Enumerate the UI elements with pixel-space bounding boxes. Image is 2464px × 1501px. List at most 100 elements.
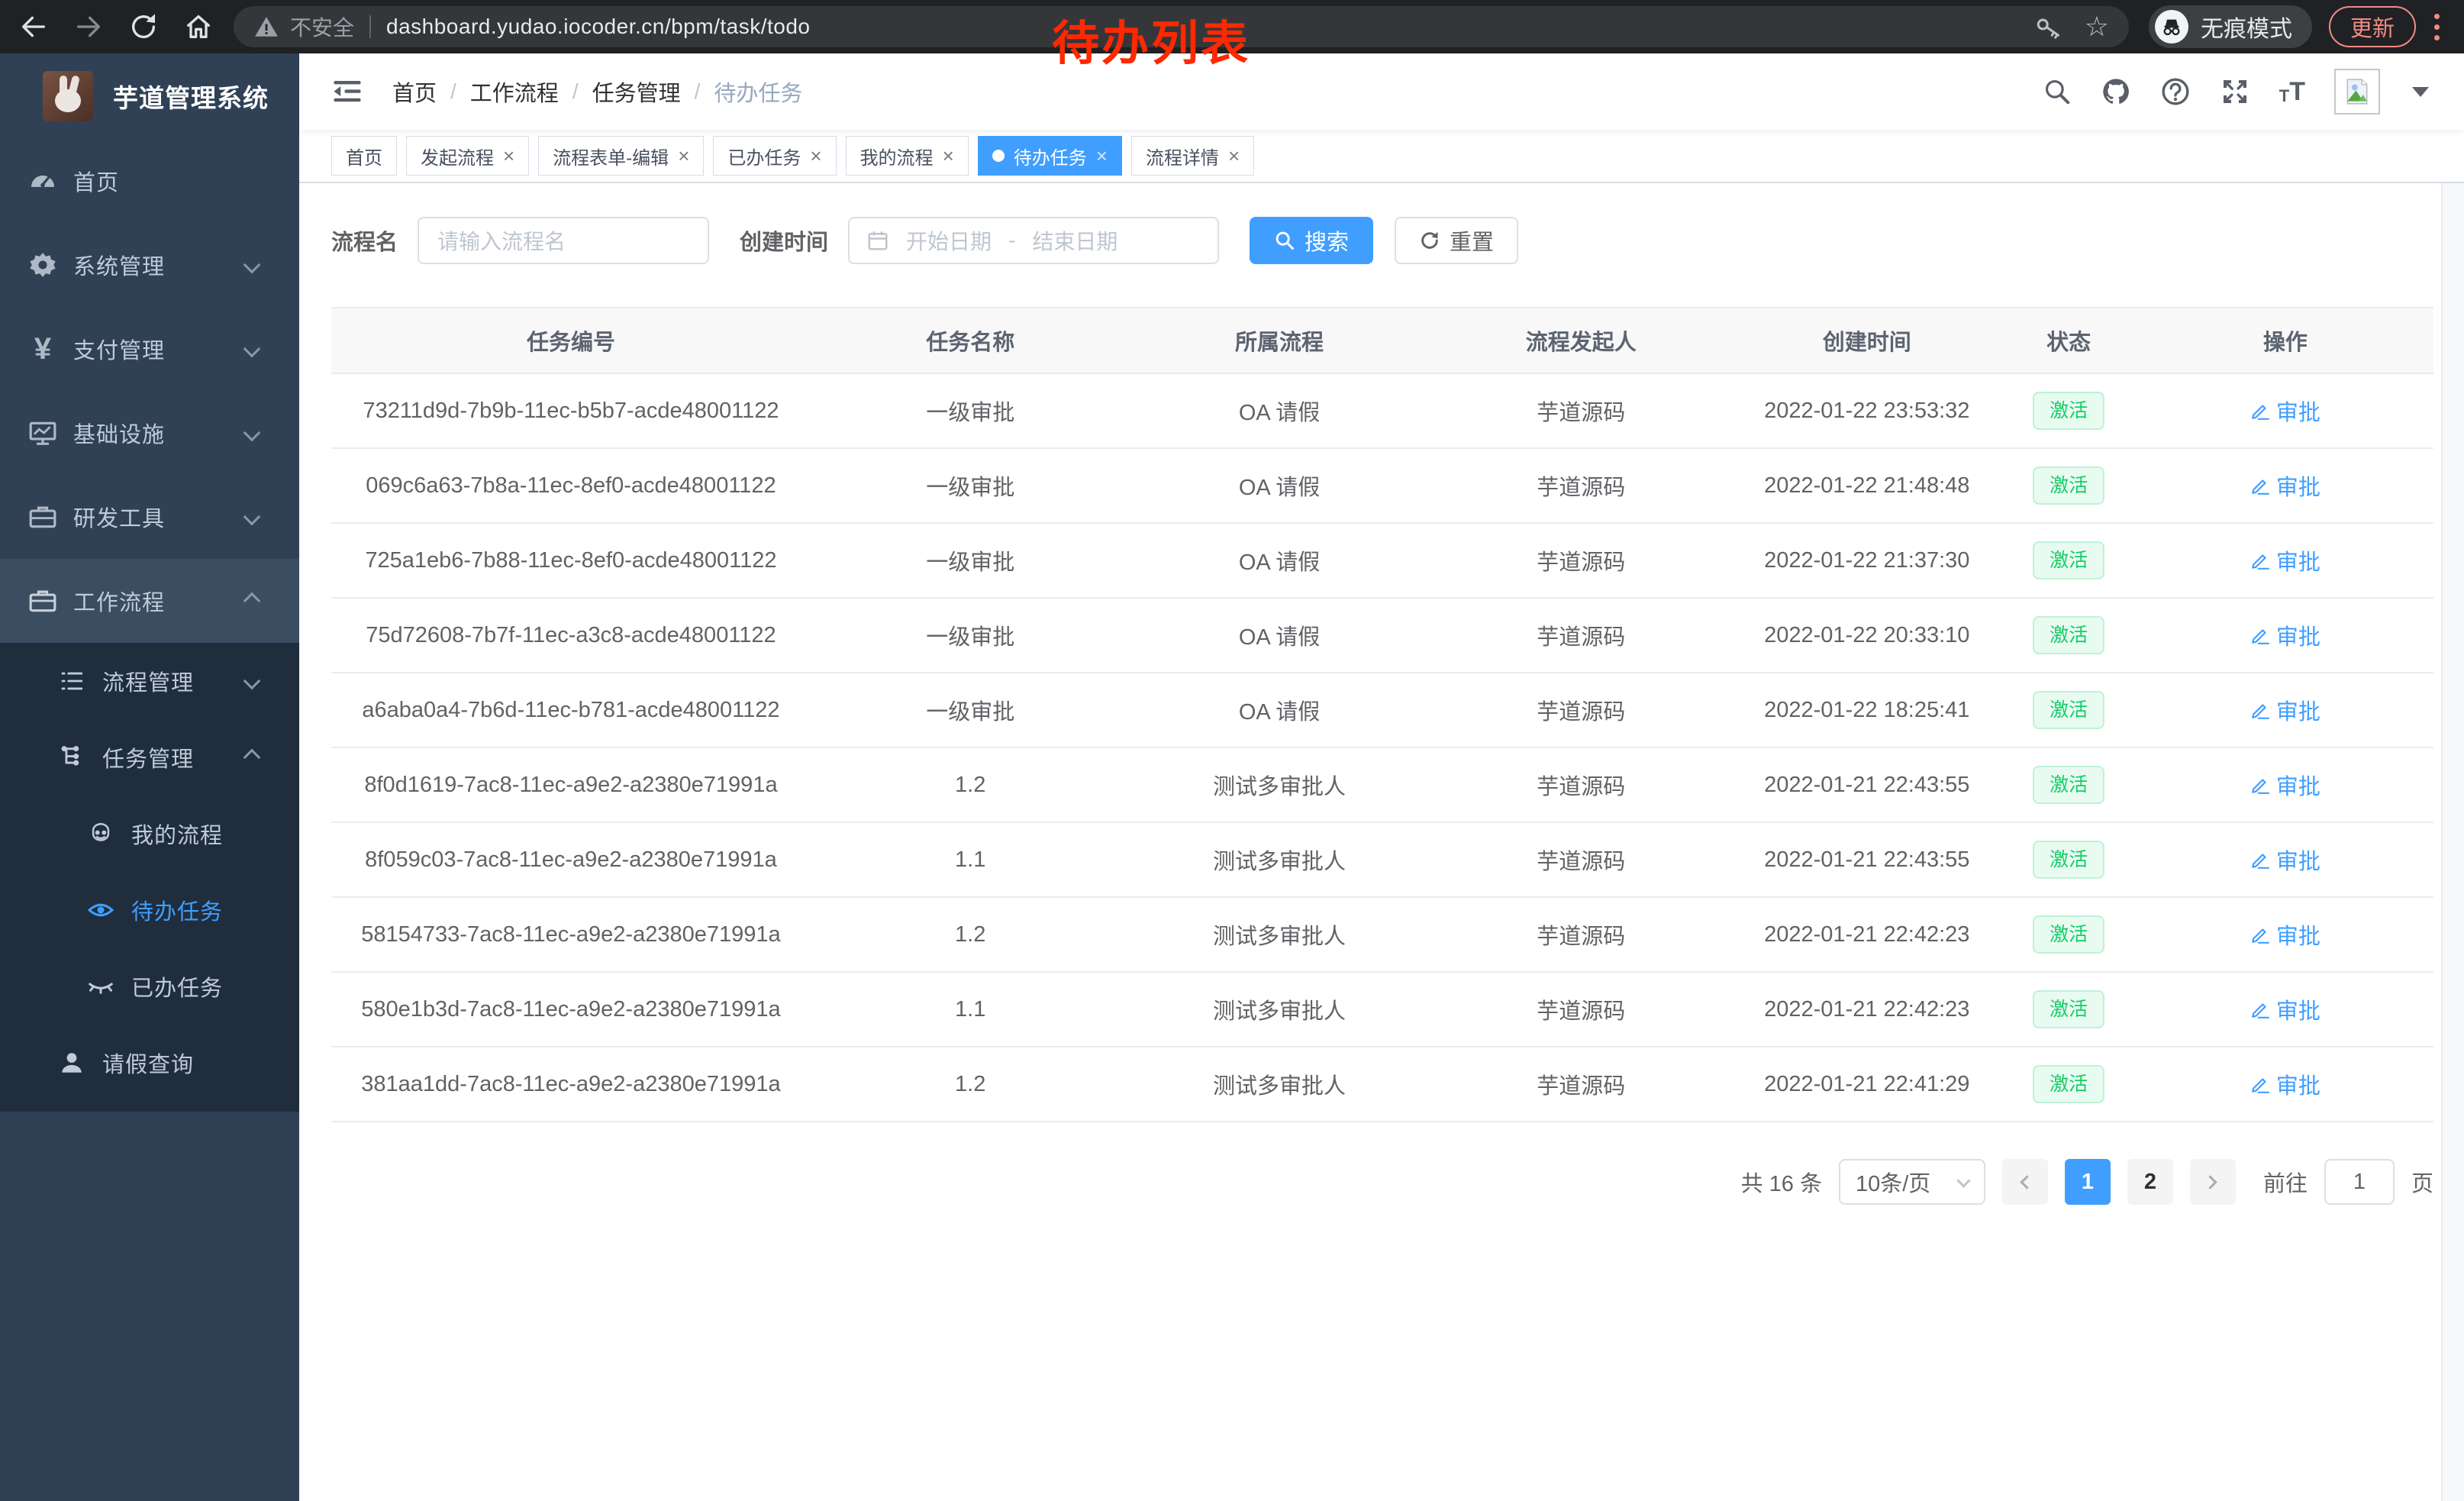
process-name-input[interactable]: 请输入流程名 xyxy=(418,217,710,264)
search-icon[interactable] xyxy=(2043,77,2072,106)
close-icon[interactable]: × xyxy=(810,144,822,167)
table-row: 725a1eb6-7b88-11ec-8ef0-acde48001122 一级审… xyxy=(331,523,2433,599)
breadcrumb-task-mgmt[interactable]: 任务管理 xyxy=(592,82,681,106)
cell-task-id: 580e1b3d-7ac8-11ec-a9e2-a2380e71991a xyxy=(331,972,811,1047)
tab-process-detail[interactable]: 流程详情 × xyxy=(1130,136,1255,176)
avatar[interactable] xyxy=(2334,69,2380,115)
sidebar-collapse-icon[interactable] xyxy=(331,76,363,108)
next-page-button[interactable] xyxy=(2189,1159,2236,1205)
col-create-time: 创建时间 xyxy=(1733,307,2001,374)
approve-link[interactable]: 审批 xyxy=(2250,769,2320,801)
github-icon[interactable] xyxy=(2101,76,2131,107)
browser-forward-button[interactable] xyxy=(72,10,105,44)
table-row: 8f0d1619-7ac8-11ec-a9e2-a2380e71991a 1.2… xyxy=(331,747,2433,823)
workflow-submenu: 流程管理 任务管理 我的流程 待办任务 xyxy=(0,643,299,1112)
breadcrumb-home[interactable]: 首页 xyxy=(392,82,437,106)
process-name-label: 流程名 xyxy=(331,231,398,255)
status-badge: 激活 xyxy=(2033,616,2105,654)
breadcrumb-current: 待办任务 xyxy=(714,82,803,106)
tab-todo-tasks[interactable]: 待办任务 × xyxy=(977,136,1122,176)
close-icon[interactable]: × xyxy=(503,144,515,167)
sidebar-item-devtools[interactable]: 研发工具 xyxy=(0,475,299,559)
url-text: dashboard.yudao.iocoder.cn/bpm/task/todo xyxy=(386,15,811,38)
breadcrumb-workflow[interactable]: 工作流程 xyxy=(469,82,559,106)
approve-link[interactable]: 审批 xyxy=(2250,544,2320,576)
approve-link[interactable]: 审批 xyxy=(2250,470,2320,502)
approve-link[interactable]: 审批 xyxy=(2250,619,2320,651)
search-button[interactable]: 搜索 xyxy=(1250,217,1374,264)
table-row: 73211d9d-7b9b-11ec-b5b7-acde48001122 一级审… xyxy=(331,373,2433,449)
browser-back-button[interactable] xyxy=(17,10,50,44)
status-badge: 激活 xyxy=(2033,1065,2105,1103)
page-button-1[interactable]: 1 xyxy=(2064,1159,2111,1205)
app-logo-row[interactable]: 芋道管理系统 xyxy=(0,53,299,139)
cell-task-name: 1.2 xyxy=(810,897,1130,973)
table-header-row: 任务编号 任务名称 所属流程 流程发起人 创建时间 状态 操作 xyxy=(331,307,2433,374)
sidebar-item-home[interactable]: 首页 xyxy=(0,139,299,223)
tab-done-tasks[interactable]: 已办任务 × xyxy=(713,136,837,176)
approve-link[interactable]: 审批 xyxy=(2250,844,2320,876)
sidebar-item-todo-tasks[interactable]: 待办任务 xyxy=(0,872,299,948)
sidebar-item-infra[interactable]: 基础设施 xyxy=(0,391,299,475)
cell-task-id: 8f059c03-7ac8-11ec-a9e2-a2380e71991a xyxy=(331,822,811,898)
close-icon[interactable]: × xyxy=(1095,144,1108,167)
breadcrumb: 首页 / 工作流程 / 任务管理 / 待办任务 xyxy=(392,76,802,108)
address-bar[interactable]: 不安全 dashboard.yudao.iocoder.cn/bpm/task/… xyxy=(234,6,2129,47)
edit-pencil-icon xyxy=(2251,405,2269,420)
approve-link[interactable]: 审批 xyxy=(2250,395,2320,427)
reset-button[interactable]: 重置 xyxy=(1395,217,1519,264)
cell-task-id: 069c6a63-7b8a-11ec-8ef0-acde48001122 xyxy=(331,448,811,524)
avatar-dropdown-caret[interactable] xyxy=(2412,86,2429,97)
key-icon[interactable] xyxy=(2034,13,2062,40)
robot-icon xyxy=(85,821,116,847)
sidebar-item-system[interactable]: 系统管理 xyxy=(0,223,299,307)
browser-menu-icon[interactable] xyxy=(2427,9,2447,45)
sidebar-item-leave-query[interactable]: 请假查询 xyxy=(0,1025,299,1101)
page-button-2[interactable]: 2 xyxy=(2127,1159,2173,1205)
approve-link[interactable]: 审批 xyxy=(2250,918,2320,951)
browser-home-button[interactable] xyxy=(182,10,215,44)
close-icon[interactable]: × xyxy=(942,144,954,167)
tab-start-process[interactable]: 发起流程 × xyxy=(406,136,530,176)
prev-page-button[interactable] xyxy=(2001,1159,2048,1205)
status-badge: 激活 xyxy=(2033,392,2105,430)
chevron-down-icon xyxy=(243,256,261,274)
refresh-icon xyxy=(1421,231,1438,249)
close-icon[interactable]: × xyxy=(678,144,690,167)
bookmark-star-icon[interactable]: ☆ xyxy=(2084,11,2109,42)
tab-my-process[interactable]: 我的流程 × xyxy=(845,136,969,176)
close-icon[interactable]: × xyxy=(1227,144,1240,167)
approve-link[interactable]: 审批 xyxy=(2250,1068,2320,1100)
col-process: 所属流程 xyxy=(1130,307,1429,374)
approve-link[interactable]: 审批 xyxy=(2250,993,2320,1025)
edit-pencil-icon xyxy=(2251,479,2269,495)
page-size-select[interactable]: 10条/页 xyxy=(1838,1159,1985,1205)
col-task-name: 任务名称 xyxy=(810,307,1130,374)
tab-home[interactable]: 首页 xyxy=(331,136,397,176)
sidebar-item-task-mgmt[interactable]: 任务管理 xyxy=(0,719,299,796)
sidebar-item-my-process[interactable]: 我的流程 xyxy=(0,796,299,872)
cell-task-name: 一级审批 xyxy=(810,673,1130,748)
sidebar-item-workflow[interactable]: 工作流程 xyxy=(0,559,299,643)
sidebar-item-done-tasks[interactable]: 已办任务 xyxy=(0,948,299,1025)
not-secure-icon xyxy=(255,17,278,37)
sidebar-item-payment[interactable]: ¥ 支付管理 xyxy=(0,307,299,391)
cell-process: 测试多审批人 xyxy=(1130,1047,1429,1122)
browser-reload-button[interactable] xyxy=(127,10,160,44)
edit-pencil-icon xyxy=(2251,629,2269,644)
goto-page-input[interactable]: 1 xyxy=(2324,1159,2395,1205)
cell-process: 测试多审批人 xyxy=(1130,747,1429,823)
page-scrollbar[interactable] xyxy=(2441,53,2464,1501)
cell-create-time: 2022-01-21 22:42:23 xyxy=(1733,897,2001,973)
approve-link[interactable]: 审批 xyxy=(2250,694,2320,726)
cell-starter: 芋道源码 xyxy=(1428,897,1734,973)
update-button[interactable]: 更新 xyxy=(2328,6,2416,47)
task-table-body: 73211d9d-7b9b-11ec-b5b7-acde48001122 一级审… xyxy=(331,373,2433,1122)
fullscreen-icon[interactable] xyxy=(2220,76,2250,107)
status-badge: 激活 xyxy=(2033,766,2105,804)
sidebar-item-process-mgmt[interactable]: 流程管理 xyxy=(0,643,299,719)
help-icon[interactable] xyxy=(2160,76,2191,107)
date-range-picker[interactable]: 开始日期 - 结束日期 xyxy=(848,217,1220,264)
tab-form-edit[interactable]: 流程表单-编辑 × xyxy=(538,136,705,176)
